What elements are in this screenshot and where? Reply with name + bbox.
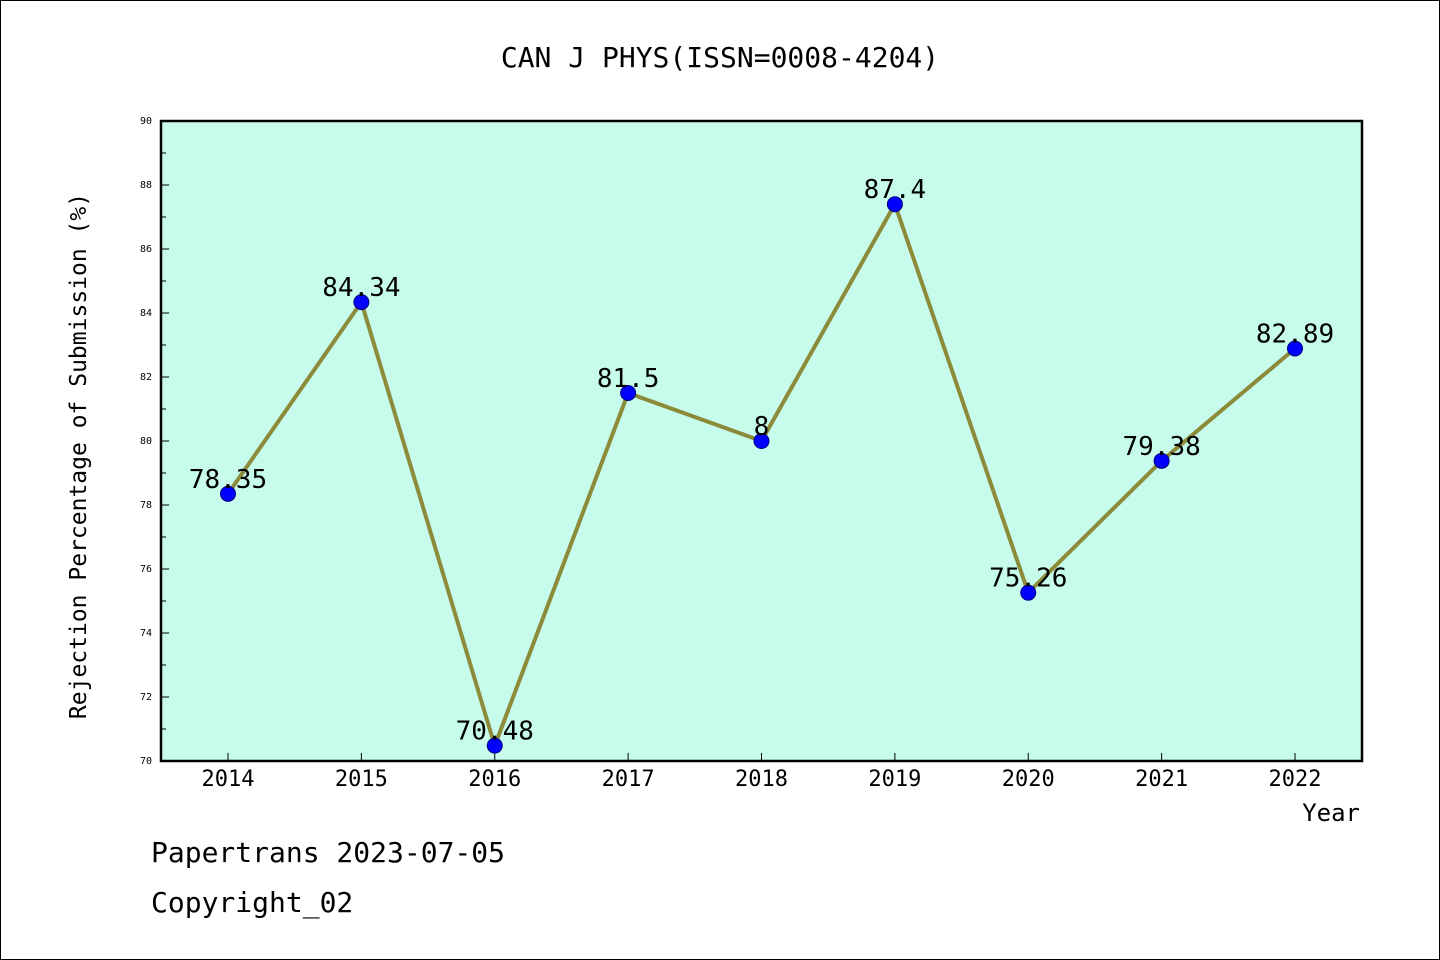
y-axis-ticks: 70 72 74 76 78 80 82 84 86 88 90 xyxy=(140,116,169,767)
x-tick-label: 2018 xyxy=(735,767,788,792)
x-tick-label: 2016 xyxy=(468,767,521,792)
data-label: 79.38 xyxy=(1122,432,1200,462)
data-label: 82.89 xyxy=(1256,320,1334,350)
data-point xyxy=(620,385,637,401)
x-tick-label: 2020 xyxy=(1002,767,1055,792)
data-point xyxy=(486,737,503,754)
data-point xyxy=(1020,584,1037,601)
y-tick-label: 72 xyxy=(140,692,152,703)
x-tick-label: 2014 xyxy=(202,767,255,792)
data-point xyxy=(886,196,903,213)
y-tick-label: 74 xyxy=(140,628,152,639)
data-point xyxy=(1287,340,1303,357)
data-point xyxy=(753,433,770,449)
footer-date-text: Papertrans 2023-07-05 xyxy=(151,836,506,869)
y-tick-label: 86 xyxy=(140,244,152,255)
x-tick-label: 2017 xyxy=(602,767,655,792)
x-tick-label: 2022 xyxy=(1269,767,1322,792)
data-label: 87.4 xyxy=(864,175,927,205)
y-tick-label: 84 xyxy=(140,308,152,319)
y-tick-label: 82 xyxy=(140,372,152,383)
x-tick-label: 2015 xyxy=(335,767,388,792)
y-tick-label: 88 xyxy=(140,180,152,191)
data-point xyxy=(1153,452,1170,469)
data-point xyxy=(353,294,370,311)
data-label: 70.48 xyxy=(456,717,534,747)
x-axis-label: Year xyxy=(1302,799,1360,827)
footer-copyright-text: Copyright_02 xyxy=(151,886,354,919)
data-label: 75.26 xyxy=(989,564,1067,594)
y-tick-label: 76 xyxy=(140,564,152,575)
x-axis-ticks: 2014 2015 2016 2017 2018 2019 2020 2021 2022 xyxy=(202,753,1322,792)
y-tick-label: 78 xyxy=(140,500,152,511)
data-label: 78.35 xyxy=(189,465,267,495)
data-point xyxy=(220,485,236,502)
y-tick-label: 70 xyxy=(140,756,152,767)
x-tick-label: 2019 xyxy=(868,767,921,792)
x-tick-label: 2021 xyxy=(1135,767,1188,792)
data-labels: 78.35 84.34 70.48 81.5 8 87.4 75.26 79.38 82.89 xyxy=(189,175,1334,746)
y-axis-label: Rejection Percentage of Submission (%) xyxy=(66,193,92,719)
chart-title: CAN J PHYS(ISSN=0008-4204) xyxy=(501,41,939,74)
data-label: 84.34 xyxy=(322,273,400,303)
y-tick-label: 80 xyxy=(140,436,152,447)
y-tick-label: 90 xyxy=(140,116,152,127)
data-label: 8 xyxy=(754,412,770,442)
data-label: 81.5 xyxy=(597,364,660,394)
series-markers xyxy=(220,196,1303,754)
